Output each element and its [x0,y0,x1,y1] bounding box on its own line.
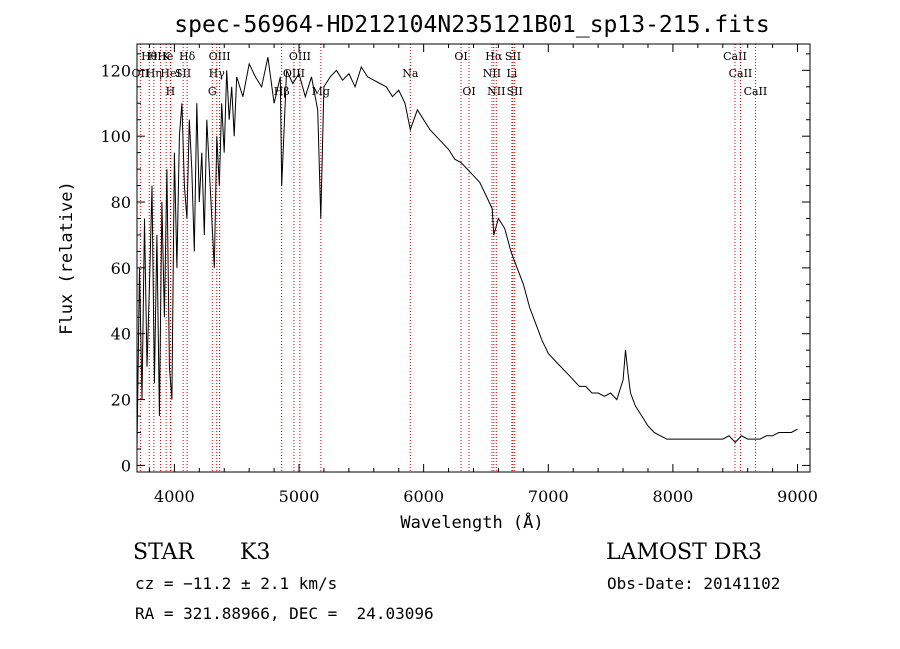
emission-line-label: OIII [289,50,311,63]
object-subclass: K3 [240,540,271,565]
emission-line-label: OI [462,85,475,98]
emission-line-label: CaII [744,85,768,98]
y-tick-label: 20 [111,391,131,410]
chart-title: spec-56964-HD212104N235121B01_sp13-215.f… [174,12,769,38]
emission-line-label: K [162,50,171,63]
coordinates: RA = 321.88966, DEC = 24.03096 [135,604,434,623]
axis-ticks-layer: 4000 5000 6000 7000 8000 9000 0 20 40 60 80 100 120 [100,44,818,506]
emission-line-label: SII [507,85,523,98]
survey-label: LAMOST DR3 [606,540,762,565]
emission-line-label: CaII [723,50,747,63]
emission-line-label: Mg [312,85,330,98]
x-tick-label: 6000 [403,487,444,506]
y-tick-label: 120 [100,61,131,80]
x-tick-label: 9000 [777,487,818,506]
plot-frame [136,43,811,473]
emission-line-label: Hη [146,67,162,80]
emission-line-label: SII [505,50,521,63]
emission-line-label: Hγ [209,67,226,80]
emission-line-label: HeI [160,67,180,80]
emission-line-label: H [166,85,176,98]
x-axis-label: Wavelength (Å) [400,511,543,533]
x-tick-label: 5000 [279,487,320,506]
emission-line-label: NII [487,85,505,98]
spectrum-line [136,57,798,450]
emission-line-label: G [208,85,217,98]
y-axis-label: Flux (relative) [57,181,77,335]
emission-line-label: CaII [729,67,753,80]
emission-line-label: Hδ [179,50,196,63]
emission-line-label: Hα [485,50,503,63]
emission-line-label: OIII [209,50,231,63]
y-tick-label: 0 [121,456,131,475]
redshift-cz: cz = −11.2 ± 2.1 km/s [135,574,338,593]
emission-line-label: Li [506,67,517,80]
y-tick-label: 40 [111,325,131,344]
x-tick-label: 7000 [528,487,569,506]
emission-line-label: Na [402,67,419,80]
emission-line-label: OI [454,50,467,63]
emission-line-label: NII [483,67,501,80]
x-tick-label: 4000 [154,487,195,506]
object-class: STAR [133,540,194,565]
y-tick-label: 60 [111,259,131,278]
y-tick-label: 100 [100,127,131,146]
y-tick-label: 80 [111,193,131,212]
x-tick-label: 8000 [653,487,694,506]
observation-date: Obs-Date: 20141102 [607,574,781,593]
emission-line-label: HHe [148,50,174,63]
emission-line-label: SII [175,67,191,80]
